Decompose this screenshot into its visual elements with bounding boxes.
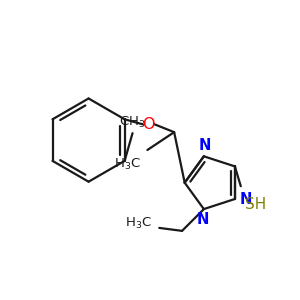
Text: N: N bbox=[197, 212, 209, 227]
Text: H$_3$C: H$_3$C bbox=[125, 216, 152, 232]
Text: O: O bbox=[142, 117, 154, 132]
Text: N: N bbox=[240, 193, 252, 208]
Text: SH: SH bbox=[245, 197, 266, 212]
Text: N: N bbox=[199, 138, 211, 153]
Text: CH$_3$: CH$_3$ bbox=[119, 115, 146, 130]
Text: H$_3$C: H$_3$C bbox=[114, 157, 140, 172]
